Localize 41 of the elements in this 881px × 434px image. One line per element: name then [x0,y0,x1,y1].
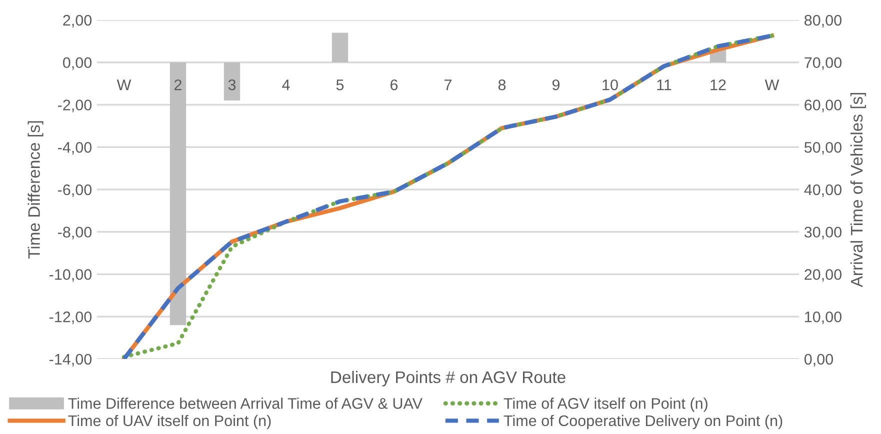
x-tick-label: 6 [390,79,398,90]
y2-tick-label: 70,00 [804,57,842,70]
x-tick-label: 11 [657,80,672,90]
y2-tick-label: 20,00 [804,269,842,282]
bar [332,32,348,62]
y-tick-label: -10,00 [50,269,92,282]
y-tick-label: -6,00 [58,184,92,197]
y2-axis-title: Arrival Time of Vehicles [s] [850,92,866,288]
legend-label: Time of AGV itself on Point (n) [504,398,708,412]
x-tick-label: 12 [710,79,726,90]
y2-tick-label: 60,00 [804,100,842,112]
y-tick-label: 2,00 [63,14,92,28]
x-tick-label: 3 [228,79,236,90]
x-tick-label: 8 [498,79,506,90]
y-tick-label: -2,00 [58,100,92,112]
y-tick-label: 0,00 [63,57,92,70]
x-tick-label: 7 [444,80,452,90]
x-tick-label: W [116,80,132,90]
x-tick-label: 5 [336,80,344,90]
bar [170,62,186,326]
x-tick-label: 2 [174,79,182,90]
x-tick-label: 9 [552,79,560,90]
y2-tick-label: 0,00 [804,354,833,366]
y2-tick-label: 40,00 [804,184,842,197]
legend-label: Time of UAV itself on Point (n) [68,414,271,430]
y-tick-label: -4,00 [58,142,92,155]
y2-tick-label: 10,00 [805,311,842,324]
y-tick-label: -8,00 [58,226,92,240]
y-tick-label: -14,00 [50,354,92,366]
y2-tick-label: 80,00 [804,14,842,28]
x-tick-label: W [764,80,780,90]
bar [224,62,240,101]
y-axis-title: Time Difference [s] [28,121,44,259]
x-tick-label: 4 [282,80,290,90]
y2-tick-label: 50,00 [804,142,842,155]
legend-label: Time Difference between Arrival Time of AGV & UAV [68,398,422,409]
x-tick-label: 10 [602,79,618,90]
y2-tick-label: 30,00 [804,226,842,240]
legend-label: Time of Cooperative Delivery on Point (n) [504,414,782,430]
x-axis-title: Delivery Points # on AGV Route [331,370,566,386]
y-tick-label: -12,00 [50,311,92,324]
